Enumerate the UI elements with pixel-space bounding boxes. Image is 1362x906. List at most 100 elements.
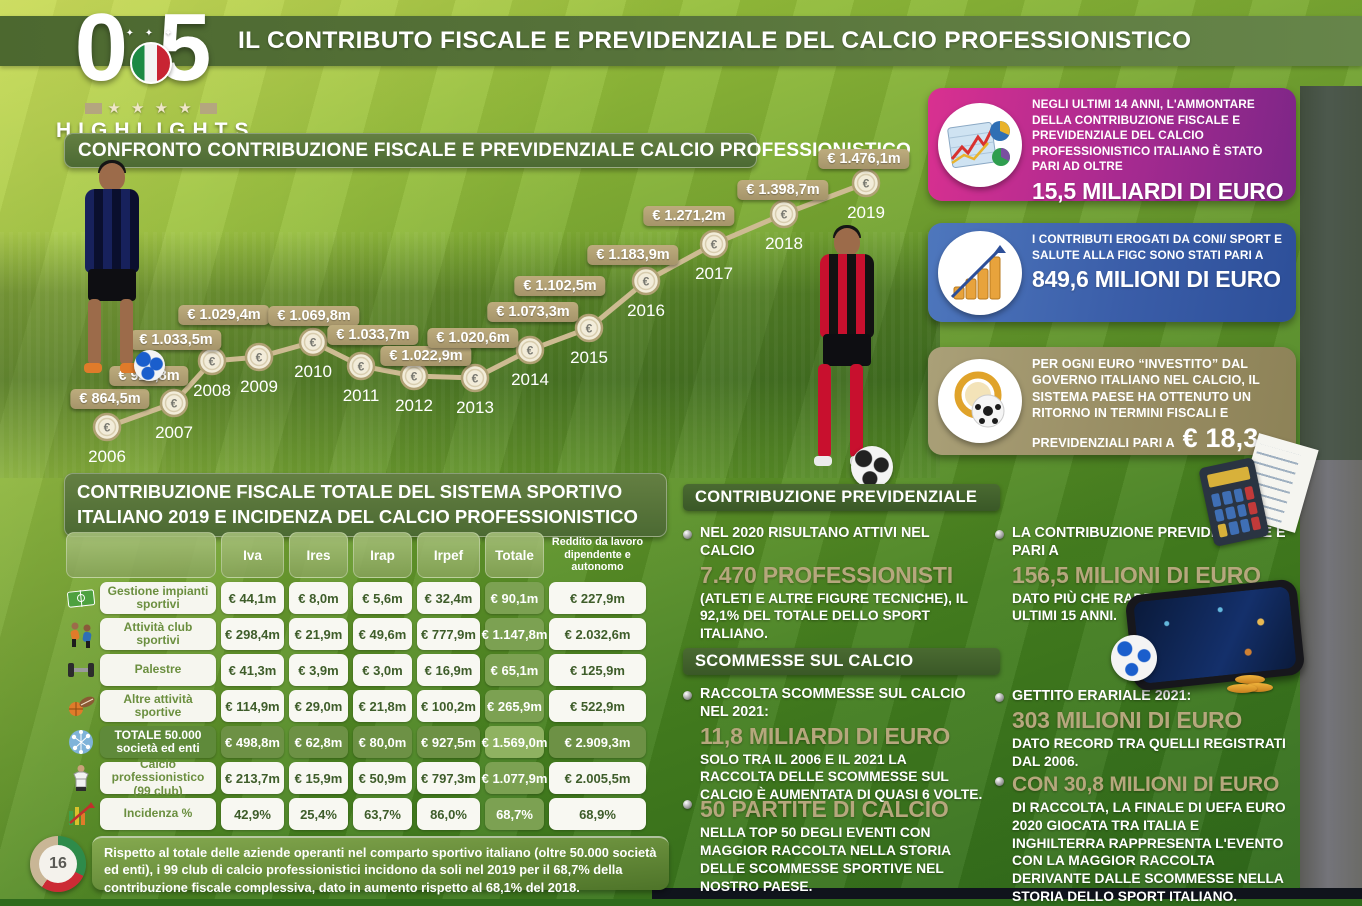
chart-value-label-2010: € 1.069,8m <box>268 306 360 326</box>
chart-year-label: 2012 <box>395 396 433 415</box>
table-row-label: Incidenza % <box>66 798 216 830</box>
bullet-detail: SOLO TRA IL 2006 E IL 2021 LA RACCOLTA D… <box>700 751 983 803</box>
table-cell: 68,9% <box>549 798 646 830</box>
chart-year-label: 2009 <box>240 377 278 396</box>
bullet-detail: DATO RECORD TRA QUELLI REGISTRATI DAL 20… <box>1012 735 1286 769</box>
chart-value-label-2019: € 1.476,1m <box>818 149 910 169</box>
bullet-big-value: 11,8 MILIARDI DI EURO <box>700 722 951 749</box>
football-icon <box>134 350 165 381</box>
contribution-line-chart: €2006 €2007 €2008 €2009 €2010 €2011 €2012 €2013… <box>60 140 920 478</box>
highlight-box-return-per-euro: PER OGNI EURO “INVESTITO” DAL GOVERNO IT… <box>928 347 1296 455</box>
sports-balls-icon <box>66 691 96 721</box>
bullet-big-value: 303 MILIONI DI EURO <box>1012 706 1243 733</box>
chart-point-2016: €2016 <box>627 266 665 320</box>
dumbbell-icon <box>66 655 96 685</box>
table-cell: € 2.005,5m <box>549 762 646 794</box>
chart-year-label: 2010 <box>294 362 332 381</box>
table-header-ires: Ires <box>289 532 348 578</box>
table-cell: € 298,4m <box>221 618 284 650</box>
network-icon <box>66 727 96 757</box>
row-label-text: Incidenza % <box>100 798 216 830</box>
table-row-label: Attività club sportivi <box>66 618 216 650</box>
bullet-big-value: 7.470 PROFESSIONISTI <box>700 561 953 588</box>
bullet-text: CON 30,8 MILIONI DI EURO DI RACCOLTA, LA … <box>1012 772 1295 906</box>
chart-point-2014: €2014 <box>511 335 549 389</box>
chart-year-label: 2019 <box>847 203 885 222</box>
table-cell: € 498,8m <box>221 726 284 758</box>
bullet-detail: NELLA TOP 50 DEGLI EVENTI CON MAGGIOR RA… <box>700 824 951 894</box>
fiscal-contribution-table: Iva Ires Irap Irpef Totale Reddito da lavoro … <box>66 532 646 830</box>
bullet-dot-icon <box>995 530 1004 539</box>
box-ritorno-value: € 18,3 <box>1182 423 1259 454</box>
bullet-dot-icon <box>683 800 692 809</box>
table-cell: € 21,9m <box>289 618 348 650</box>
chart-value-label-2018: € 1.398,7m <box>737 180 829 200</box>
table-cell: € 21,8m <box>353 690 412 722</box>
chart-point-2006: €2006 <box>88 412 126 466</box>
table-cell: € 44,1m <box>221 582 284 614</box>
table-cell: € 15,9m <box>289 762 348 794</box>
chart-point-2011: €2011 <box>343 351 379 405</box>
chart-value-label-2017: € 1.271,2m <box>643 206 735 226</box>
box-ritorno-text: PER OGNI EURO “INVESTITO” DAL GOVERNO IT… <box>1032 357 1260 454</box>
table-cell: € 5,6m <box>353 582 412 614</box>
table-header-irap: Irap <box>353 532 412 578</box>
table-cell: € 65,1m <box>485 654 544 686</box>
smartphone-betting-icon <box>1111 578 1306 695</box>
chart-value-label-2016: € 1.183,9m <box>587 245 679 265</box>
table-cell: € 16,9m <box>417 654 480 686</box>
euro-coin-ball-icon <box>938 359 1022 443</box>
table-cell: € 265,9m <box>485 690 544 722</box>
page-number-badge: 16 <box>30 836 86 892</box>
table-cell: 25,4% <box>289 798 348 830</box>
table-cell: 42,9% <box>221 798 284 830</box>
bullet-text: 50 PARTITE DI CALCIO NELLA TOP 50 DEGLI E… <box>700 795 988 896</box>
coins-growth-icon <box>938 230 1022 315</box>
table-cell: € 777,9m <box>417 618 480 650</box>
decor-square <box>85 102 103 114</box>
bullet-dot-icon <box>683 530 692 539</box>
table-header-iva: Iva <box>221 532 284 578</box>
page-title: IL CONTRIBUTO FISCALE E PREVIDENZIALE DE… <box>238 27 1192 54</box>
chart-point-2008: €2008 <box>193 346 231 400</box>
chart-year-label: 2013 <box>456 398 494 417</box>
table-row-label: Gestione impianti sportivi <box>66 582 216 614</box>
football-icon <box>1111 635 1157 681</box>
bullet-text: GETTITO ERARIALE 2021: 303 MILIONI DI EUR… <box>1012 688 1295 771</box>
table-cell: € 1.077,9m <box>482 762 547 794</box>
euro-marker-icon: € <box>586 322 593 336</box>
bullet-detail: (ATLETI E ALTRE FIGURE TECNICHE), IL 92,… <box>700 590 968 642</box>
row-label-text: Altre attività sportive <box>100 690 216 722</box>
table-cell: € 80,0m <box>353 726 412 758</box>
chart-value-label-2013: € 1.020,6m <box>427 328 519 348</box>
table-cell: 63,7% <box>353 798 412 830</box>
table-cell: € 114,9m <box>221 690 284 722</box>
chart-value-label-2012: € 1.022,9m <box>380 346 472 366</box>
table-cell: € 1.147,8m <box>482 618 547 650</box>
table-header-reddito: Reddito da lavoro dipendente e autonomo <box>551 535 644 574</box>
table-cell: € 522,9m <box>549 690 646 722</box>
bullet-intro: RACCOLTA SCOMMESSE SUL CALCIO NEL 2021: <box>700 686 966 720</box>
table-cell: € 3,9m <box>289 654 348 686</box>
euro-marker-icon: € <box>472 372 479 386</box>
euro-marker-icon: € <box>171 397 178 411</box>
table-cell: € 2.909,3m <box>549 726 646 758</box>
chart-point-2017: €2017 <box>695 229 733 283</box>
bottom-edge-strip <box>652 888 1362 899</box>
row-label-text: Calcio professionistico (99 club) <box>100 758 216 797</box>
chart-year-label: 2007 <box>155 423 193 442</box>
table-cell: € 797,3m <box>417 762 480 794</box>
table-header-totale: Totale <box>485 532 544 578</box>
table-cell: € 62,8m <box>289 726 348 758</box>
table-header-irpef: Irpef <box>417 532 480 578</box>
star-icons: ★ ★ ★ ★ <box>107 100 195 117</box>
table-cell: € 3,0m <box>353 654 412 686</box>
bullet-text: RACCOLTA SCOMMESSE SUL CALCIO NEL 2021: 1… <box>700 686 983 804</box>
chart-value-label-2009: € 1.029,4m <box>178 305 270 325</box>
chart-year-label: 2006 <box>88 447 126 466</box>
table-cell: € 100,2m <box>417 690 480 722</box>
table-cell: € 227,9m <box>549 582 646 614</box>
bullet-dot-icon <box>995 777 1004 786</box>
euro-marker-icon: € <box>527 344 534 358</box>
chart-value-label-2008: € 1.033,5m <box>130 330 222 350</box>
